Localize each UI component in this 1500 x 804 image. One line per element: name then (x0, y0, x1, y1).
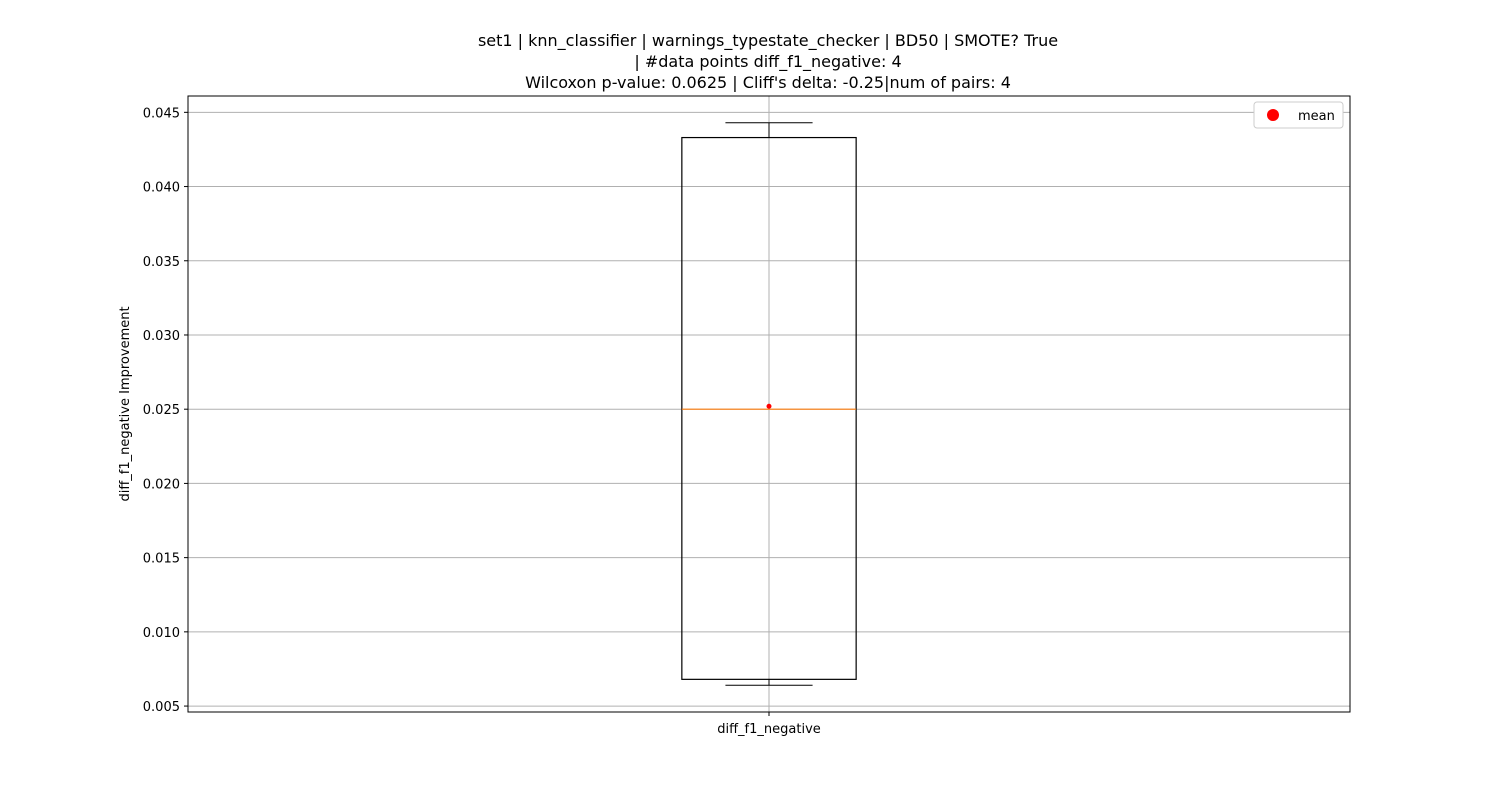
y-tick-label: 0.045 (143, 106, 180, 121)
legend-mean-marker (1267, 109, 1279, 121)
y-tick-label: 0.020 (143, 477, 180, 492)
chart-title-line-3: Wilcoxon p-value: 0.0625 | Cliff's delta… (525, 73, 1011, 92)
y-axis-label: diff_f1_negative Improvement (118, 306, 133, 501)
legend: mean (1253, 101, 1344, 129)
mean-marker (766, 403, 772, 409)
y-tick-label: 0.040 (143, 181, 180, 196)
chart-title-line-1: set1 | knn_classifier | warnings_typesta… (478, 31, 1058, 51)
chart-title-line-2: | #data points diff_f1_negative: 4 (634, 52, 901, 72)
y-axis: 0.005 0.010 0.015 0.020 0.025 0.030 0.035 0.040… (143, 106, 188, 715)
legend-box (1253, 101, 1344, 129)
y-tick-label: 0.010 (143, 626, 180, 641)
y-tick-label: 0.030 (143, 329, 180, 344)
x-tick-label: diff_f1_negative (717, 722, 821, 737)
chart-title: set1 | knn_classifier | warnings_typesta… (478, 31, 1058, 92)
y-tick-label: 0.035 (143, 255, 180, 270)
iqr-box (681, 136, 857, 680)
legend-mean-label: mean (1298, 109, 1335, 124)
x-axis: diff_f1_negative (717, 712, 821, 737)
y-tick-label: 0.015 (143, 552, 180, 567)
plot-area (681, 122, 857, 686)
y-tick-label: 0.005 (143, 700, 180, 715)
y-tick-label: 0.025 (143, 403, 180, 418)
